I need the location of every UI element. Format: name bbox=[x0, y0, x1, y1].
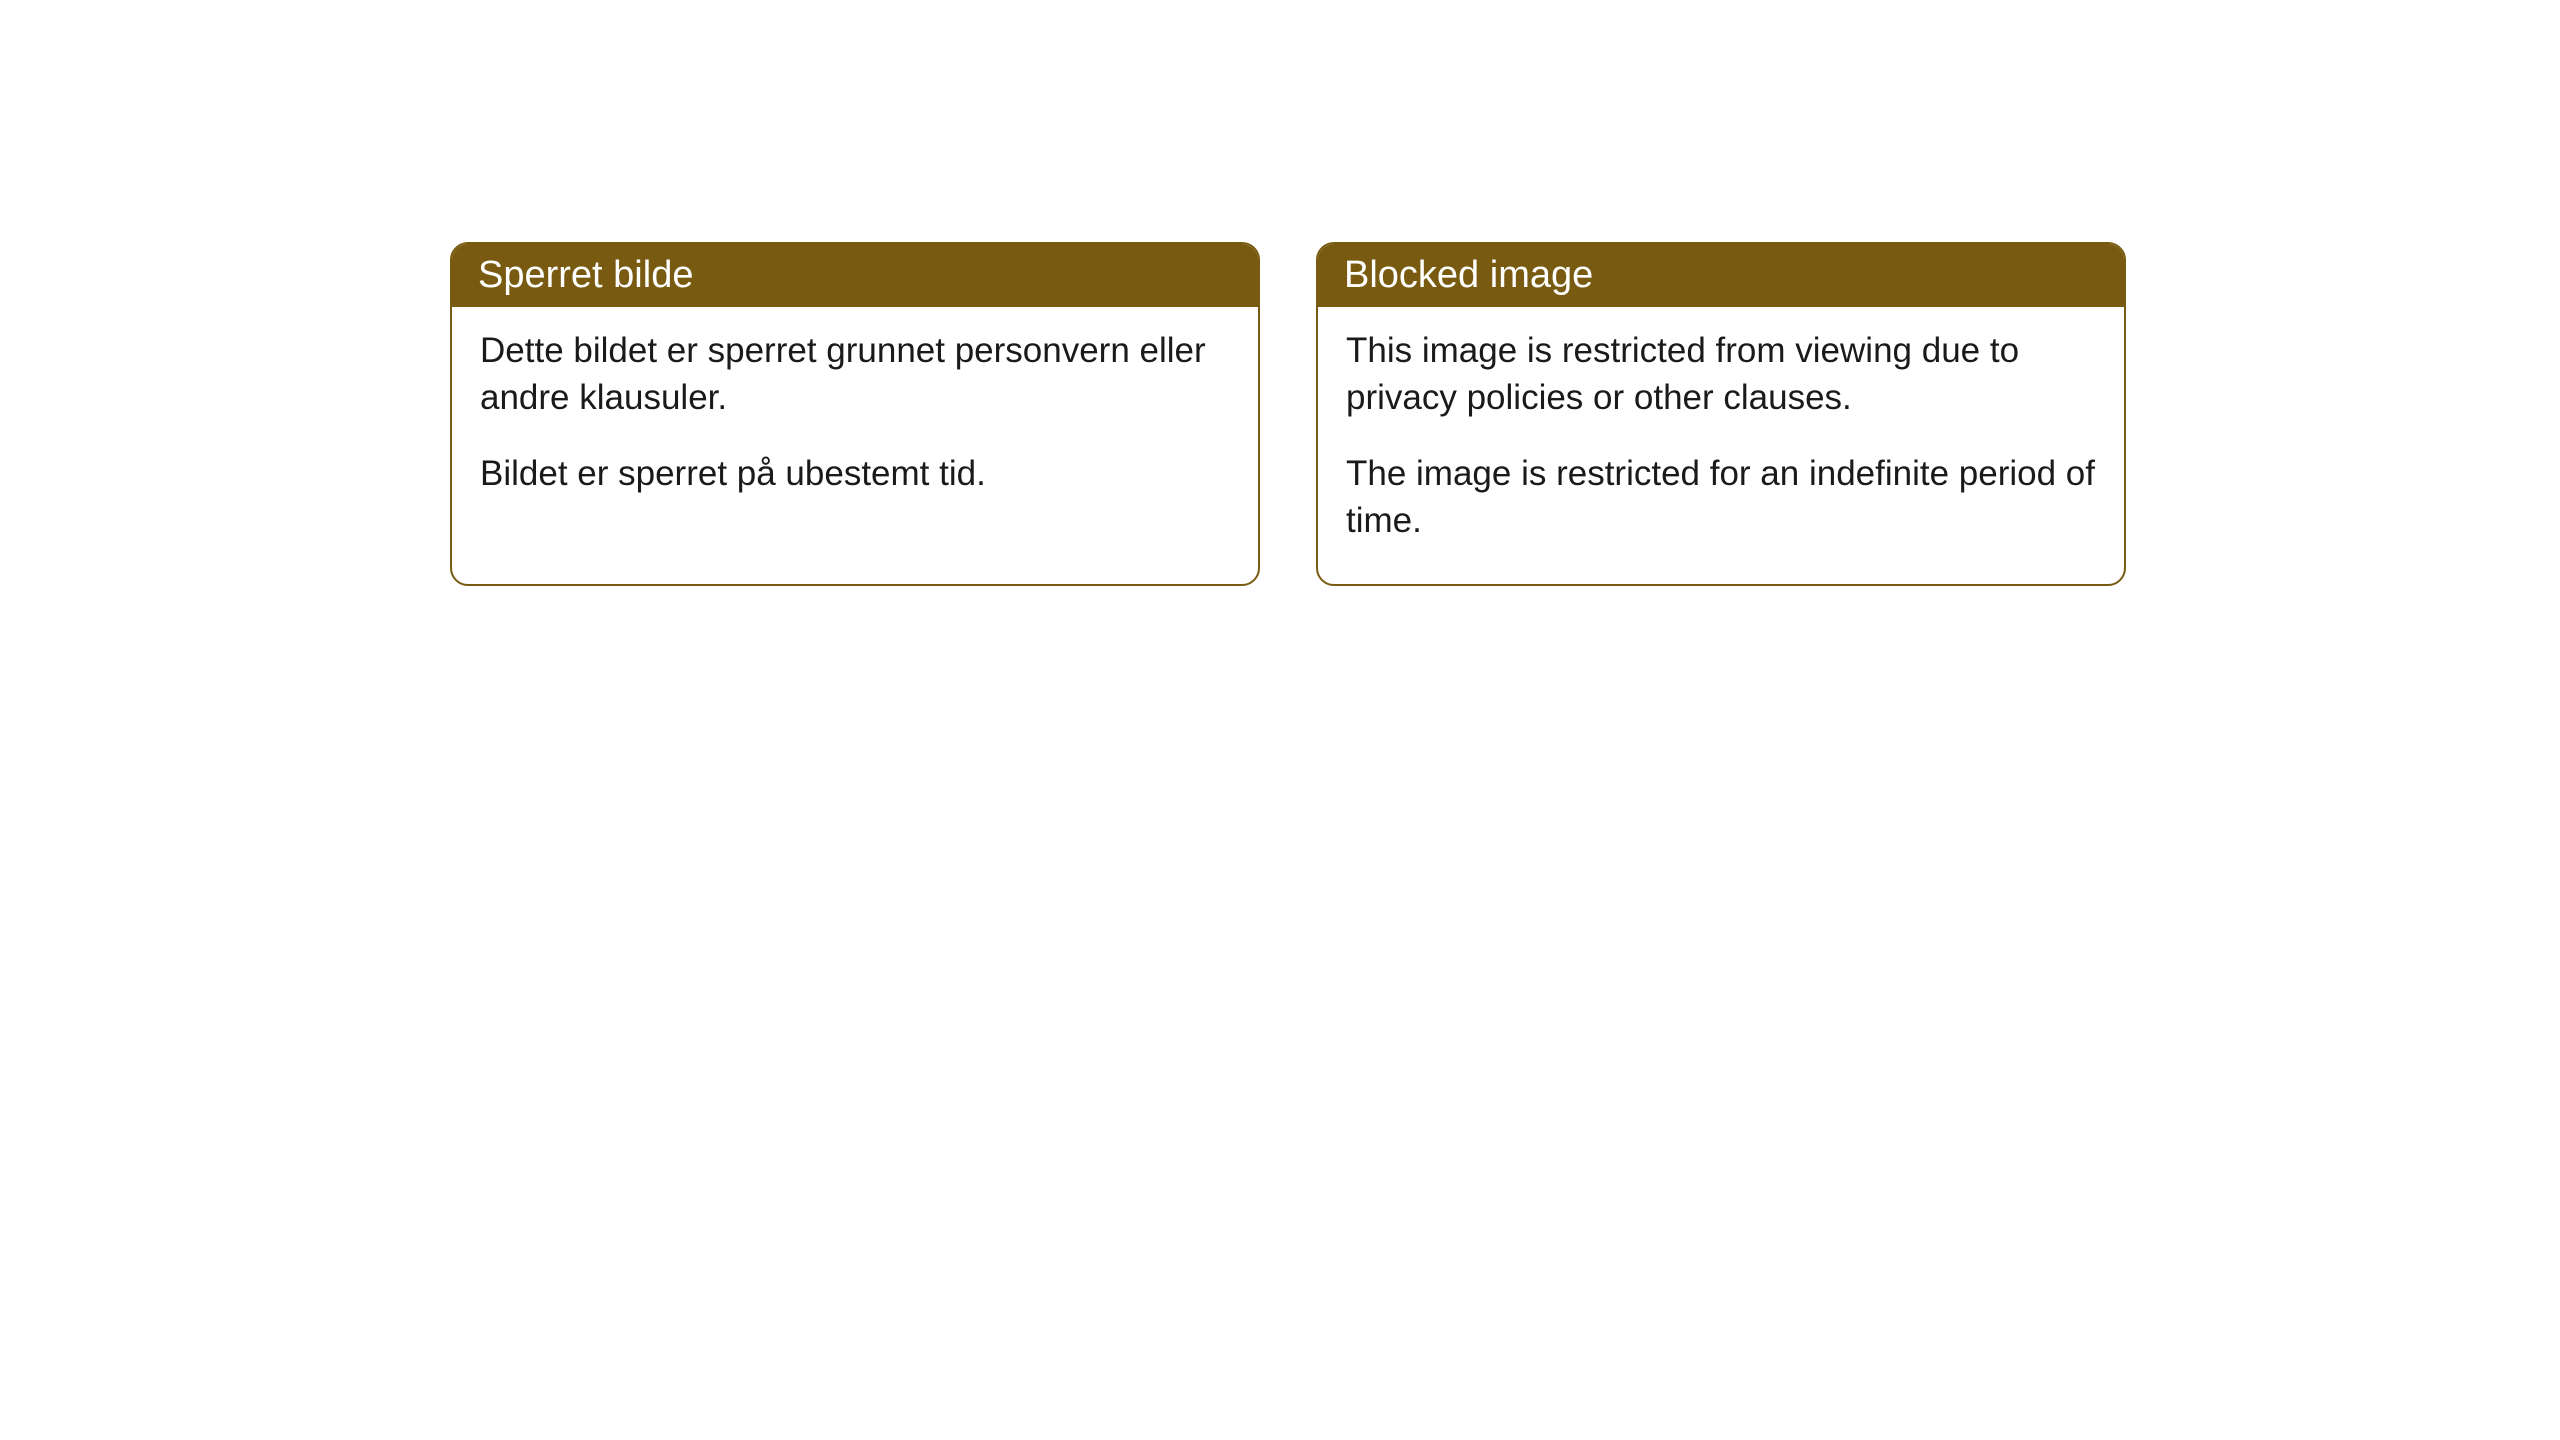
blocked-image-card-no: Sperret bilde Dette bildet er sperret gr… bbox=[450, 242, 1260, 586]
card-text-no-2: Bildet er sperret på ubestemt tid. bbox=[480, 450, 1230, 497]
card-text-no-1: Dette bildet er sperret grunnet personve… bbox=[480, 327, 1230, 422]
blocked-image-card-en: Blocked image This image is restricted f… bbox=[1316, 242, 2126, 586]
notice-cards-container: Sperret bilde Dette bildet er sperret gr… bbox=[450, 242, 2126, 586]
card-text-en-2: The image is restricted for an indefinit… bbox=[1346, 450, 2096, 545]
card-header-no: Sperret bilde bbox=[452, 244, 1258, 307]
card-body-no: Dette bildet er sperret grunnet personve… bbox=[452, 307, 1258, 537]
card-body-en: This image is restricted from viewing du… bbox=[1318, 307, 2124, 584]
card-header-en: Blocked image bbox=[1318, 244, 2124, 307]
card-text-en-1: This image is restricted from viewing du… bbox=[1346, 327, 2096, 422]
